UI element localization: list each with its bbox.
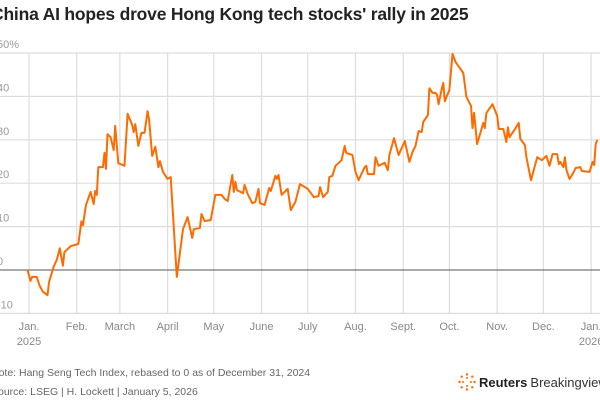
series-line-hang-seng-tech	[26, 52, 599, 297]
x-tick-label: Feb.	[66, 321, 88, 333]
x-tick-label: July	[298, 321, 318, 333]
y-tick-label: 20	[0, 169, 9, 181]
chart-note: Note: Hang Seng Tech Index, rebased to 0…	[0, 367, 311, 379]
y-tick-label: -10	[0, 299, 13, 311]
reuters-logo-icon	[458, 373, 476, 391]
x-tick-label: June	[250, 321, 274, 333]
logo-reuters: Reuters	[479, 374, 528, 390]
y-tick-label: 40	[0, 82, 9, 94]
x-tick-label: Aug.	[344, 321, 367, 333]
chart-title: China AI hopes drove Hong Kong tech stoc…	[0, 4, 469, 24]
x-tick-label: March	[105, 321, 136, 333]
x-tick-label: Sept.	[390, 321, 416, 333]
x-tick-label: Nov.	[486, 321, 508, 333]
x-tick-label: May	[203, 321, 224, 333]
x-tick-label: Oct.	[439, 321, 459, 333]
y-tick-label: 0	[0, 256, 3, 268]
y-tick-label: 30	[0, 126, 9, 138]
x-tick-year: 2026	[579, 336, 600, 348]
x-tick-year: 2025	[17, 336, 41, 348]
y-tick-label: 50%	[0, 39, 19, 51]
x-tick-label: Jan.	[19, 321, 40, 333]
x-tick-label: Jan.	[581, 321, 600, 333]
reuters-breakingviews-logo: Reuters Breakingviews	[458, 373, 600, 391]
x-tick-label: April	[157, 321, 179, 333]
x-tick-label: Dec.	[532, 321, 555, 333]
y-tick-label: 10	[0, 213, 9, 225]
logo-breakingviews: Breakingviews	[530, 374, 600, 390]
line-chart: 50% 40 30 20 10 0 -10 Jan. 2025 Feb. March April Ma…	[0, 39, 600, 348]
chart-source: Source: LSEG | H. Lockett | January 5, 2…	[0, 386, 198, 398]
